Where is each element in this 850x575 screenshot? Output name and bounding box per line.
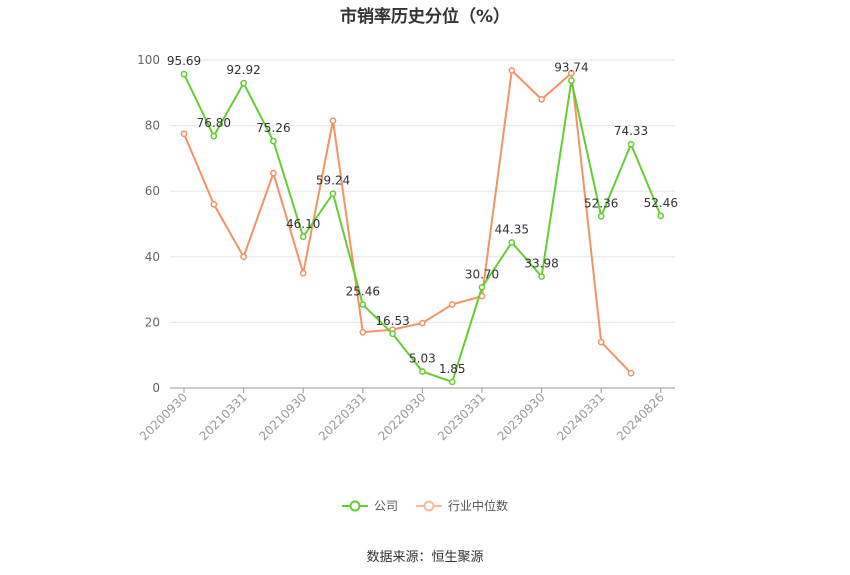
data-label: 52.36: [584, 196, 618, 210]
data-label: 25.46: [346, 284, 380, 298]
company-point[interactable]: [240, 79, 247, 87]
company-point[interactable]: [299, 233, 307, 241]
y-tick-label: 0: [152, 381, 160, 395]
company-point[interactable]: [389, 330, 396, 338]
x-tick-label: 20240826: [614, 390, 667, 443]
data-labels: 95.69 76.80 92.92 75.26 46.10 59.24 25.46 16.53…: [167, 54, 678, 376]
data-label: 5.03: [409, 352, 436, 366]
industry-median-point[interactable]: [359, 328, 367, 336]
industry-median-line: [183, 68, 632, 374]
data-label: 76.80: [197, 116, 231, 130]
company-point[interactable]: [597, 212, 605, 220]
industry-median-point[interactable]: [448, 301, 456, 308]
legend-company-label: 公司: [373, 499, 398, 513]
series-layer: [180, 67, 665, 386]
company-point[interactable]: [508, 239, 516, 246]
company-point[interactable]: [448, 378, 456, 386]
industry-median-point[interactable]: [329, 117, 337, 125]
company-point[interactable]: [478, 283, 486, 291]
data-label: 74.33: [614, 124, 648, 138]
legend: 公司 行业中位数: [0, 497, 850, 514]
legend-industry-label: 行业中位数: [448, 499, 509, 513]
data-label: 16.53: [375, 314, 409, 328]
company-point[interactable]: [627, 140, 635, 148]
company-point[interactable]: [329, 190, 337, 198]
x-tick-label: 20230930: [495, 390, 548, 443]
company-point[interactable]: [210, 132, 218, 140]
company-point[interactable]: [270, 137, 277, 145]
y-axis: 0 20 40 60 80 100: [137, 53, 160, 395]
data-label: 52.46: [644, 196, 678, 210]
x-tick-label: 20210331: [197, 390, 250, 443]
industry-median-point[interactable]: [538, 96, 545, 103]
legend-item-company[interactable]: 公司: [341, 497, 398, 514]
data-label: 1.85: [439, 362, 466, 376]
grid-lines: [170, 59, 675, 323]
x-tick-label: 20200930: [137, 390, 190, 443]
company-point[interactable]: [657, 212, 665, 220]
legend-industry-marker: [416, 500, 442, 511]
data-label: 93.74: [554, 61, 588, 75]
legend-item-industry-median[interactable]: 行业中位数: [416, 497, 508, 514]
company-point[interactable]: [568, 77, 575, 84]
industry-median-point[interactable]: [299, 269, 307, 277]
industry-median-point[interactable]: [627, 369, 635, 377]
chart-title: 市销率历史分位（%）: [339, 7, 511, 27]
y-tick-label: 20: [145, 315, 160, 329]
x-tick-label: 20220331: [316, 390, 369, 443]
data-label: 44.35: [495, 223, 529, 237]
data-label: 59.24: [316, 174, 350, 188]
y-tick-label: 60: [145, 184, 160, 198]
data-label: 95.69: [167, 54, 201, 68]
industry-median-point[interactable]: [419, 319, 426, 327]
industry-median-point[interactable]: [597, 338, 605, 346]
industry-median-point[interactable]: [568, 69, 575, 77]
legend-company-marker: [341, 500, 368, 511]
x-axis: 20200930 20210331 20210930 20220331 20220930…: [137, 387, 675, 443]
y-tick-label: 40: [145, 250, 160, 264]
company-point[interactable]: [359, 301, 367, 308]
industry-median-point[interactable]: [180, 130, 188, 138]
industry-median-point[interactable]: [508, 67, 516, 74]
y-tick-label: 80: [145, 119, 160, 133]
data-label: 46.10: [286, 217, 320, 231]
company-point[interactable]: [538, 273, 545, 280]
data-label: 30.70: [465, 267, 499, 281]
y-tick-label: 100: [137, 53, 160, 67]
x-tick-label: 20210930: [256, 390, 309, 443]
industry-median-point[interactable]: [210, 200, 218, 208]
x-tick-label: 20230331: [435, 390, 488, 443]
industry-median-point[interactable]: [240, 253, 247, 261]
data-source: 数据来源：恒生聚源: [366, 550, 484, 565]
data-label: 92.92: [226, 63, 260, 77]
data-label: 75.26: [256, 121, 290, 135]
x-tick-label: 20220930: [375, 390, 428, 443]
x-tick-label: 20240331: [554, 390, 607, 443]
company-point[interactable]: [180, 70, 188, 78]
data-label: 33.98: [524, 257, 558, 271]
company-point[interactable]: [419, 368, 426, 375]
industry-median-point[interactable]: [270, 169, 277, 177]
